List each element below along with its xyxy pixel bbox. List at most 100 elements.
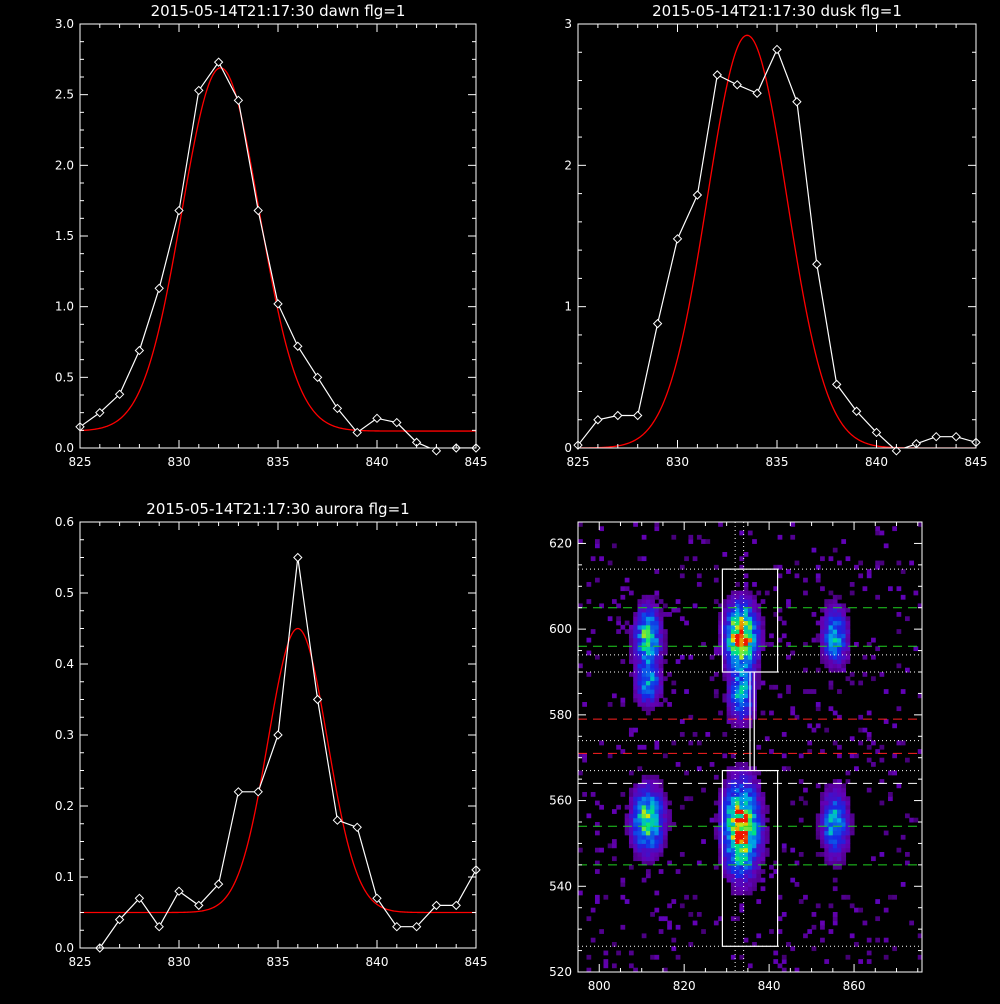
- heatmap-pixel: [828, 663, 834, 669]
- heatmap-pixel: [658, 852, 664, 857]
- heatmap-pixel: [752, 599, 757, 604]
- heatmap-pixel: [739, 607, 745, 613]
- heatmap-pixel: [637, 830, 643, 836]
- heatmap-pixel: [679, 573, 685, 579]
- heatmap-pixel: [726, 676, 732, 682]
- heatmap-pixel: [828, 813, 834, 819]
- heatmap-pixel: [764, 736, 770, 742]
- heatmap-pixel: [828, 783, 834, 789]
- y-tick-label: 0.2: [55, 799, 74, 813]
- heatmap-pixel: [747, 783, 753, 789]
- heatmap-pixel: [841, 607, 847, 613]
- heatmap-pixel: [820, 826, 825, 832]
- heatmap-pixel: [645, 800, 651, 806]
- heatmap-pixel: [756, 646, 762, 652]
- heatmap-pixel: [667, 817, 672, 823]
- heatmap-pixel: [726, 693, 732, 699]
- heatmap-pixel: [764, 830, 770, 836]
- heatmap-pixel: [743, 719, 749, 724]
- heatmap-pixel: [722, 860, 728, 866]
- heatmap-pixel: [794, 560, 800, 566]
- heatmap-pixel: [713, 650, 719, 656]
- y-tick-label: 580: [549, 708, 572, 722]
- heatmap-pixel: [760, 624, 766, 630]
- data-point: [312, 372, 323, 383]
- heatmap-pixel: [820, 839, 825, 844]
- heatmap-pixel: [820, 749, 825, 754]
- heatmap-pixel: [837, 689, 842, 694]
- heatmap-pixel: [739, 903, 745, 909]
- heatmap-pixel: [620, 659, 626, 664]
- heatmap-pixel: [645, 817, 651, 823]
- heatmap-pixel: [824, 830, 830, 836]
- heatmap-pixel: [667, 826, 672, 832]
- heatmap-pixel: [718, 646, 723, 652]
- heatmap-pixel: [616, 804, 621, 810]
- heatmap-pixel: [837, 560, 842, 566]
- heatmap-pixel: [743, 663, 749, 669]
- heatmap-pixel: [662, 826, 668, 832]
- heatmap-pixel: [862, 727, 868, 733]
- heatmap-pixel: [781, 843, 787, 849]
- heatmap-pixel: [735, 800, 740, 806]
- heatmap-pixel: [641, 620, 647, 626]
- heatmap-pixel: [586, 582, 592, 587]
- heatmap-pixel: [599, 740, 604, 746]
- heatmap-pixel: [628, 672, 634, 677]
- heatmap-pixel: [641, 800, 647, 806]
- heatmap-pixel: [832, 663, 838, 669]
- heatmap-pixel: [739, 654, 745, 660]
- heatmap-pixel: [811, 637, 817, 643]
- heatmap-pixel: [658, 796, 664, 802]
- heatmap-pixel: [735, 873, 740, 879]
- heatmap-pixel: [650, 702, 655, 707]
- heatmap-pixel: [730, 633, 736, 639]
- heatmap-pixel: [841, 856, 847, 862]
- heatmap-pixel: [603, 950, 609, 956]
- heatmap-pixel: [722, 753, 728, 759]
- x-tick-label: 835: [267, 455, 290, 469]
- heatmap-pixel: [837, 813, 842, 819]
- heatmap-pixel: [879, 757, 885, 763]
- heatmap-pixel: [756, 847, 762, 853]
- heatmap-pixel: [739, 882, 745, 887]
- heatmap-pixel: [645, 607, 651, 613]
- heatmap-pixel: [820, 650, 825, 656]
- heatmap-pixel: [743, 582, 749, 587]
- heatmap-pixel: [883, 689, 889, 694]
- heatmap-pixel: [726, 792, 732, 797]
- heatmap-pixel: [752, 616, 757, 622]
- heatmap-pixel: [815, 834, 821, 840]
- heatmap-pixel: [594, 899, 600, 904]
- heatmap-pixel: [662, 804, 668, 810]
- heatmap-pixel: [832, 796, 838, 802]
- heatmap-pixel: [837, 856, 842, 862]
- heatmap-pixel: [756, 684, 762, 690]
- heatmap-pixel: [739, 822, 745, 827]
- data-point: [891, 446, 902, 456]
- heatmap-pixel: [735, 796, 740, 802]
- heatmap-pixel: [824, 800, 830, 806]
- heatmap-pixel: [875, 899, 881, 904]
- heatmap-pixel: [726, 860, 732, 866]
- heatmap-pixel: [654, 907, 660, 913]
- data-point: [273, 299, 283, 309]
- heatmap-pixel: [637, 629, 643, 634]
- heatmap-pixel: [718, 792, 723, 797]
- heatmap-pixel: [820, 624, 825, 630]
- heatmap-pixel: [586, 637, 592, 643]
- heatmap-pixel: [824, 599, 830, 604]
- heatmap-pixel: [633, 826, 638, 832]
- heatmap-pixel: [713, 813, 719, 819]
- heatmap-pixel: [650, 847, 655, 853]
- heatmap-pixel: [645, 779, 651, 784]
- heatmap-pixel: [769, 873, 774, 879]
- data-point: [712, 70, 723, 80]
- data-point: [253, 205, 263, 216]
- heatmap-pixel: [917, 522, 922, 527]
- data-point: [174, 886, 184, 896]
- heatmap-pixel: [824, 852, 830, 857]
- heatmap-pixel: [845, 800, 851, 806]
- heatmap-pixel: [739, 714, 745, 720]
- heatmap-pixel: [735, 770, 740, 776]
